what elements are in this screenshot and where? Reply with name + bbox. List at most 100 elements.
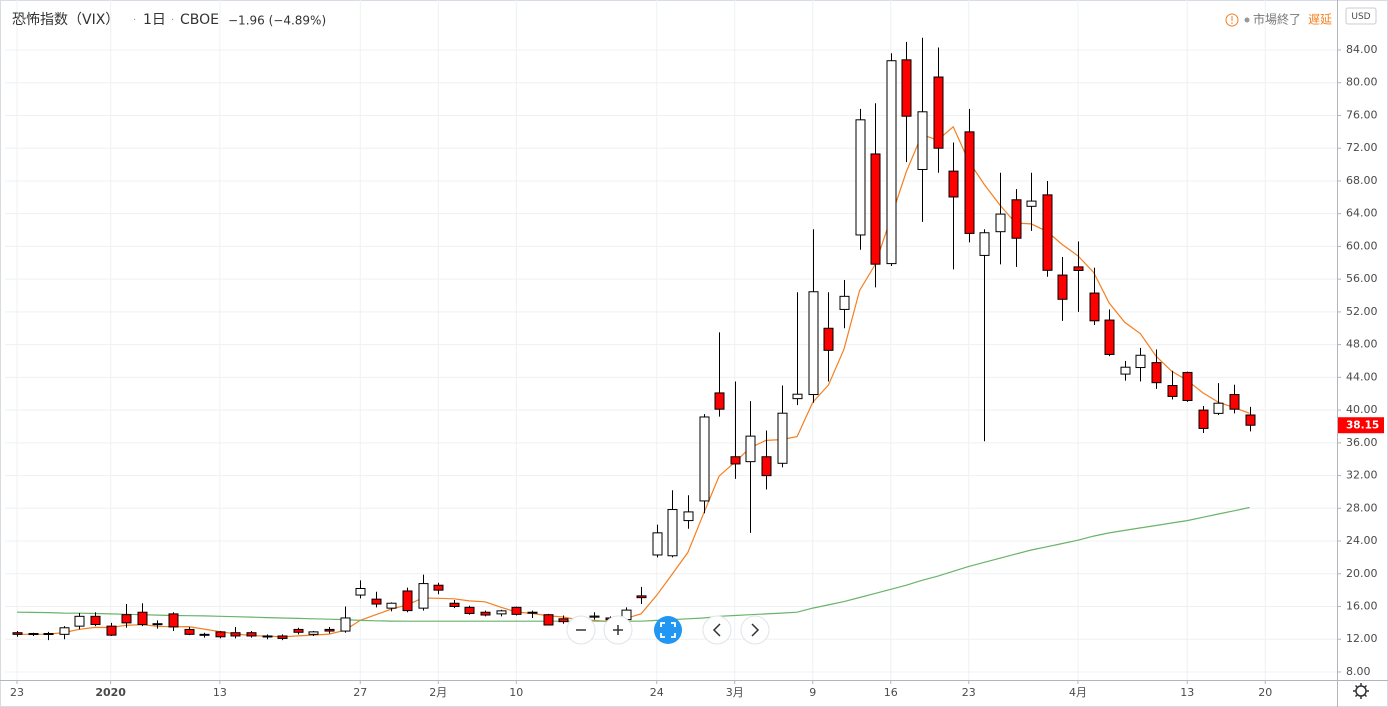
candle-body bbox=[1011, 199, 1022, 239]
zoom-out-button[interactable] bbox=[566, 615, 596, 645]
separator: · bbox=[171, 15, 174, 26]
candle-body bbox=[839, 295, 850, 310]
candle-body bbox=[636, 595, 647, 599]
y-tick-label: 20.00 bbox=[1346, 567, 1378, 580]
candle-body bbox=[1026, 200, 1037, 207]
candle-body bbox=[1198, 409, 1209, 429]
delay[interactable]: 遅延 bbox=[1308, 13, 1332, 27]
y-tick-label: 32.00 bbox=[1346, 469, 1378, 482]
candle-body bbox=[558, 618, 569, 623]
y-tick-label: 56.00 bbox=[1346, 272, 1378, 285]
candle-body bbox=[121, 614, 132, 624]
candle-body bbox=[667, 509, 678, 557]
market-status: 市場終了 bbox=[1253, 12, 1301, 27]
candle-body bbox=[527, 611, 538, 614]
candle-body bbox=[464, 606, 475, 614]
candle-body bbox=[683, 511, 694, 522]
y-tick-label: 52.00 bbox=[1346, 305, 1378, 318]
candle-body bbox=[699, 416, 710, 502]
x-tick-label: 23 bbox=[10, 686, 24, 699]
grid bbox=[5, 0, 1337, 680]
candle-body bbox=[823, 327, 834, 351]
candle-body bbox=[496, 610, 507, 615]
y-tick-label: 80.00 bbox=[1346, 76, 1378, 89]
currency: USD bbox=[1351, 12, 1370, 22]
price-change: −1.96 (−4.89%) bbox=[228, 14, 326, 28]
last-price-label: 38.15 bbox=[1346, 420, 1379, 432]
candle-body bbox=[246, 632, 257, 637]
x-tick-label: 16 bbox=[884, 686, 898, 699]
candle-body bbox=[917, 111, 928, 170]
x-tick-label: 13 bbox=[213, 686, 227, 699]
y-tick-label: 40.00 bbox=[1346, 403, 1378, 416]
candle-body bbox=[933, 76, 944, 149]
currency-box[interactable] bbox=[1345, 7, 1377, 25]
x-tick-label: 27 bbox=[353, 686, 367, 699]
candle-body bbox=[1182, 371, 1193, 402]
y-tick-label: 76.00 bbox=[1346, 108, 1378, 121]
scroll-left-button[interactable] bbox=[702, 615, 732, 645]
settings-button[interactable] bbox=[1353, 683, 1369, 699]
y-tick-label: 48.00 bbox=[1346, 338, 1378, 351]
candle-body bbox=[137, 611, 148, 626]
y-tick-label: 60.00 bbox=[1346, 239, 1378, 252]
moving-average-line bbox=[16, 506, 1250, 622]
candle-body bbox=[418, 583, 429, 609]
candle-body bbox=[184, 628, 195, 635]
candle-body bbox=[402, 590, 413, 612]
candle-body bbox=[386, 602, 397, 609]
candle-body bbox=[1057, 274, 1068, 300]
x-tick-label: 13 bbox=[1180, 686, 1194, 699]
candle-body bbox=[59, 627, 70, 635]
candle-body bbox=[1213, 402, 1224, 414]
candle-body bbox=[761, 456, 772, 477]
candle-body bbox=[355, 588, 366, 596]
candle-body bbox=[543, 614, 554, 626]
candle-body bbox=[215, 631, 226, 638]
candle-body bbox=[371, 598, 382, 605]
candle-body bbox=[1135, 354, 1146, 369]
candle-body bbox=[511, 606, 522, 615]
x-tick-label: 20 bbox=[1258, 686, 1272, 699]
candle-body bbox=[74, 615, 85, 627]
candle-body bbox=[293, 628, 304, 633]
candle-body bbox=[449, 602, 460, 608]
candle-body bbox=[1120, 366, 1131, 375]
x-tick-label: 24 bbox=[650, 686, 664, 699]
y-tick-label: 64.00 bbox=[1346, 207, 1378, 220]
candle-body bbox=[324, 628, 335, 632]
candle-body bbox=[964, 131, 975, 234]
y-tick-label: 36.00 bbox=[1346, 436, 1378, 449]
candle-body bbox=[43, 633, 54, 636]
candle-body bbox=[1073, 266, 1084, 271]
candle-body bbox=[12, 632, 23, 635]
candle-body bbox=[262, 635, 273, 638]
candle-body bbox=[979, 232, 990, 256]
status-dot bbox=[1244, 17, 1250, 23]
y-tick-label: 44.00 bbox=[1346, 370, 1378, 383]
reset-button[interactable] bbox=[654, 616, 682, 644]
x-tick-label: 9 bbox=[809, 686, 816, 699]
last-price-tag bbox=[1338, 417, 1384, 434]
y-tick-label: 16.00 bbox=[1346, 600, 1378, 613]
symbol-title: 恐怖指数（VIX） bbox=[12, 11, 119, 28]
candle-body bbox=[106, 625, 117, 636]
scroll-right-button[interactable] bbox=[740, 615, 770, 645]
x-tick-label: 2月 bbox=[429, 686, 447, 699]
candle-body bbox=[1229, 394, 1240, 410]
candle-body bbox=[340, 617, 351, 632]
candle-body bbox=[230, 632, 241, 637]
candle-body bbox=[1042, 194, 1053, 271]
candle-body bbox=[1089, 292, 1100, 322]
candle-body bbox=[777, 412, 788, 464]
candle-body bbox=[90, 615, 101, 626]
separator: · bbox=[133, 15, 136, 26]
x-tick-label: 10 bbox=[509, 686, 523, 699]
candle-body bbox=[745, 435, 756, 463]
candle-body bbox=[870, 153, 881, 265]
candle-body bbox=[199, 633, 210, 636]
zoom-in-button[interactable] bbox=[603, 615, 633, 645]
